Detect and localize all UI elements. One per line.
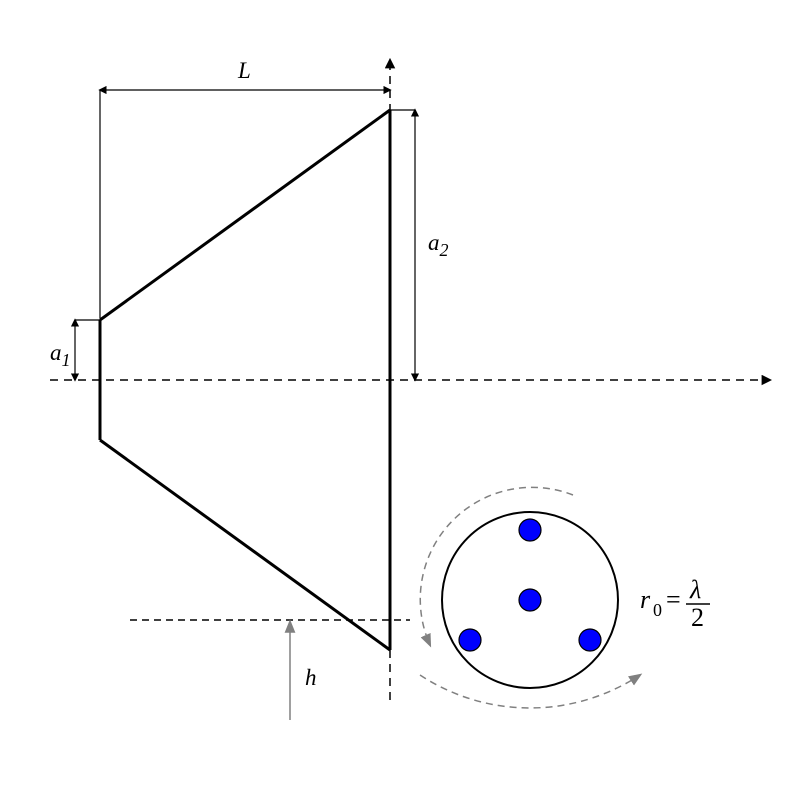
formula-r0: r 0 = λ 2 — [640, 575, 710, 632]
arc-right — [420, 675, 640, 708]
dim-length: L — [100, 58, 390, 318]
label-h: h — [305, 665, 317, 690]
label-L: L — [237, 58, 251, 83]
svg-text:λ: λ — [689, 575, 701, 604]
label-a1: a1 — [50, 340, 71, 370]
svg-text:=: = — [666, 585, 681, 614]
rotor-dot-top — [519, 519, 541, 541]
dim-mouth-radius: a2 — [390, 110, 449, 380]
horn-top-wall — [100, 110, 390, 320]
arc-left — [420, 487, 573, 645]
rotor-dot-left — [459, 629, 481, 651]
axes — [50, 60, 770, 700]
horn-bottom-wall — [100, 440, 390, 650]
svg-text:0: 0 — [653, 600, 662, 620]
horn-diagram: a1 a2 L h r 0 = λ — [0, 0, 800, 792]
rotor-dot-center — [519, 589, 541, 611]
h-dimension: h — [290, 622, 317, 720]
dim-throat-radius: a1 — [50, 320, 100, 380]
rotor-dots — [459, 519, 601, 651]
svg-text:r: r — [640, 585, 651, 614]
rotor-dot-right — [579, 629, 601, 651]
rotor — [420, 487, 640, 708]
svg-text:2: 2 — [691, 603, 704, 632]
label-a2: a2 — [428, 230, 449, 260]
